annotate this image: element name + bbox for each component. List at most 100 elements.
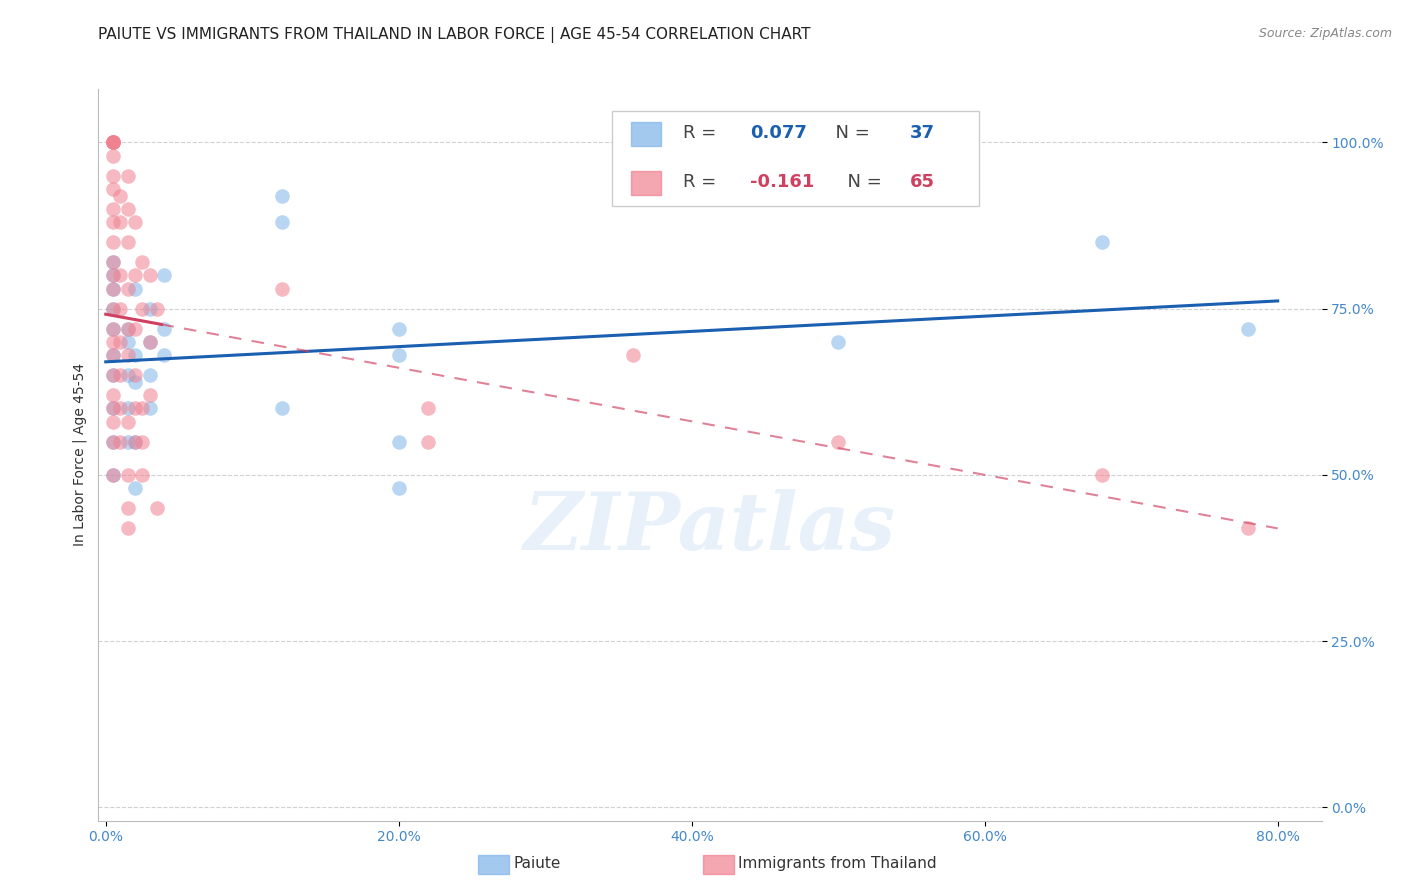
Point [124,215,146,229]
Point [138,388,160,402]
Point [117,202,139,216]
Point [101,136,124,150]
Point [101,282,124,296]
Point [138,334,160,349]
Point [117,282,139,296]
Text: Source: ZipAtlas.com: Source: ZipAtlas.com [1258,27,1392,40]
Point [110,334,132,349]
Point [388,348,411,362]
Point [101,255,124,269]
Point [101,301,124,316]
Text: -0.161: -0.161 [751,173,814,191]
Point [101,368,124,383]
Point [117,501,139,516]
Point [124,368,146,383]
Text: ZIPatlas: ZIPatlas [524,490,896,566]
Point [270,401,292,416]
Point [117,321,139,335]
Point [117,368,139,383]
Point [117,321,139,335]
Point [124,321,146,335]
Point [117,521,139,535]
Point [1091,467,1114,482]
Point [1237,521,1260,535]
Point [124,434,146,449]
Point [110,268,132,283]
Point [416,434,439,449]
Point [827,434,849,449]
Point [138,268,160,283]
Point [117,169,139,183]
Text: N =: N = [837,173,887,191]
Point [270,282,292,296]
Point [101,434,124,449]
Point [270,215,292,229]
FancyBboxPatch shape [630,122,661,146]
Point [101,136,124,150]
Point [1091,235,1114,249]
Point [124,434,146,449]
Point [1237,321,1260,335]
Text: Paiute: Paiute [513,856,561,871]
Point [388,434,411,449]
Point [117,415,139,429]
Point [101,182,124,196]
Point [101,348,124,362]
Point [131,401,153,416]
Point [101,136,124,150]
Point [101,202,124,216]
Point [138,368,160,383]
Point [124,401,146,416]
Point [101,321,124,335]
Point [101,434,124,449]
Point [124,348,146,362]
Text: R =: R = [683,173,723,191]
Point [117,348,139,362]
FancyBboxPatch shape [612,112,979,206]
Point [117,235,139,249]
Point [124,481,146,495]
Point [117,334,139,349]
Point [117,401,139,416]
Point [138,301,160,316]
Point [101,255,124,269]
Point [101,467,124,482]
Point [124,268,146,283]
Point [110,434,132,449]
Text: 37: 37 [910,124,935,142]
Point [110,188,132,202]
Point [138,401,160,416]
Point [101,321,124,335]
FancyBboxPatch shape [630,171,661,195]
Point [101,268,124,283]
Point [110,401,132,416]
Point [101,334,124,349]
Point [101,282,124,296]
Point [117,467,139,482]
Point [621,348,644,362]
Point [827,334,849,349]
Point [101,415,124,429]
Text: N =: N = [824,124,876,142]
Point [101,268,124,283]
Point [101,401,124,416]
Point [131,467,153,482]
Point [101,215,124,229]
Point [101,149,124,163]
Point [117,434,139,449]
Point [388,321,411,335]
Point [131,255,153,269]
Point [124,282,146,296]
Point [110,215,132,229]
Point [101,348,124,362]
Point [270,188,292,202]
Point [124,375,146,389]
Point [153,268,176,283]
Point [138,334,160,349]
Point [110,301,132,316]
Point [131,301,153,316]
Text: 0.077: 0.077 [751,124,807,142]
Point [416,401,439,416]
Y-axis label: In Labor Force | Age 45-54: In Labor Force | Age 45-54 [73,363,87,547]
Point [146,301,169,316]
